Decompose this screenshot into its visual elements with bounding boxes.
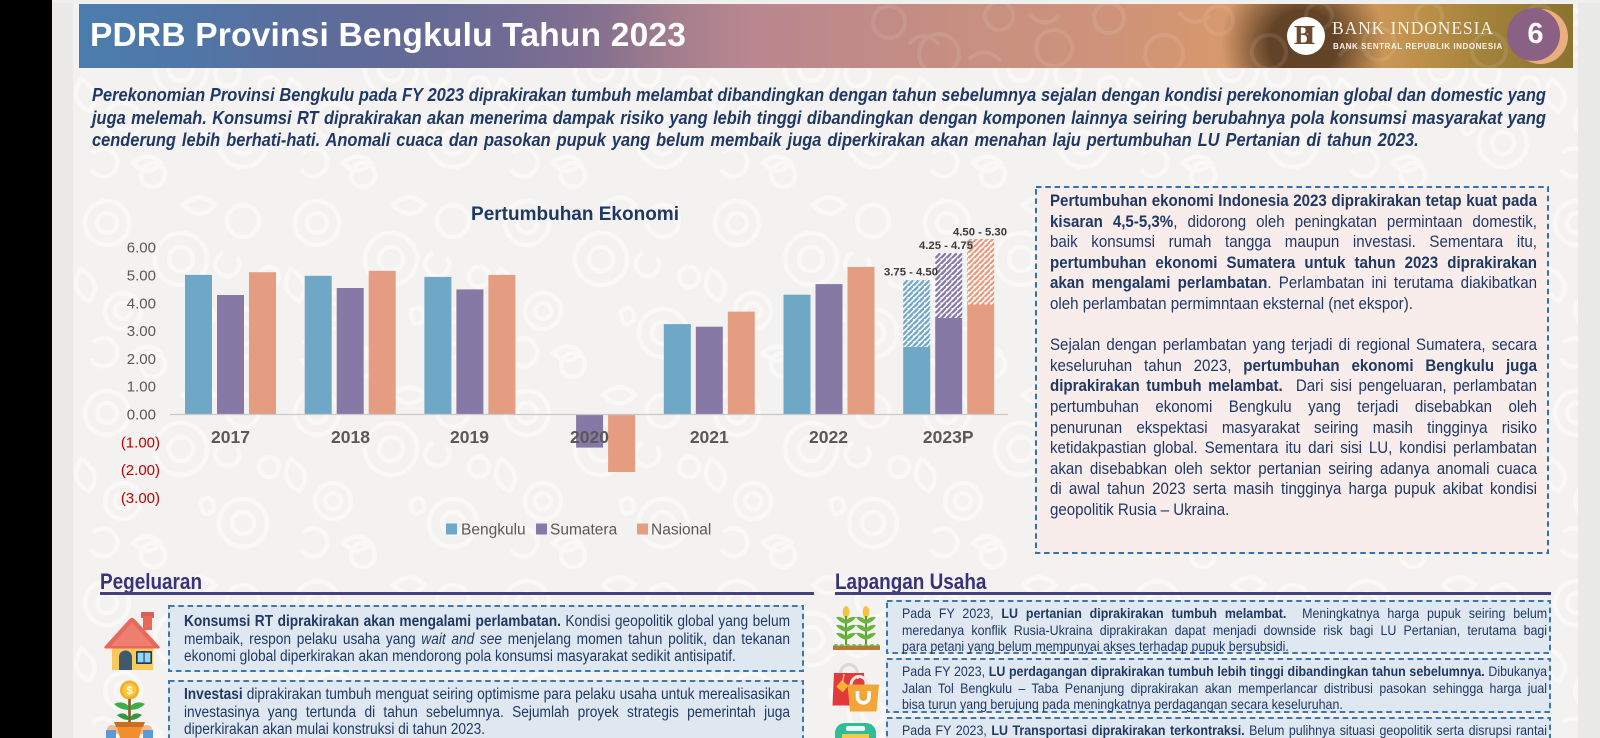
svg-text:5.00: 5.00 (127, 268, 156, 285)
svg-text:3.75 - 4.50: 3.75 - 4.50 (884, 267, 938, 279)
svg-text:(1.00): (1.00) (121, 434, 160, 451)
svg-text:4.50 - 5.30: 4.50 - 5.30 (953, 227, 1007, 239)
svg-text:(3.00): (3.00) (121, 490, 160, 507)
svg-text:2018: 2018 (331, 427, 370, 447)
svg-text:(2.00): (2.00) (121, 462, 160, 479)
svg-text:3.00: 3.00 (127, 323, 156, 340)
svg-text:2020: 2020 (570, 427, 609, 447)
svg-text:$: $ (126, 685, 132, 697)
svg-text:Bengkulu: Bengkulu (461, 522, 526, 539)
svg-text:0.00: 0.00 (127, 407, 156, 424)
svg-text:4.00: 4.00 (127, 295, 156, 312)
svg-text:2017: 2017 (211, 427, 250, 447)
svg-text:2023P: 2023P (923, 427, 974, 447)
svg-text:1.00: 1.00 (127, 379, 156, 396)
svg-text:4.25 - 4.75: 4.25 - 4.75 (919, 240, 973, 252)
svg-text:Nasional: Nasional (651, 522, 711, 539)
svg-text:2.00: 2.00 (127, 351, 156, 368)
svg-text:2019: 2019 (450, 427, 489, 447)
svg-text:6.00: 6.00 (127, 240, 156, 257)
svg-text:Sumatera: Sumatera (550, 522, 618, 539)
svg-text:2022: 2022 (809, 427, 848, 447)
svg-text:2021: 2021 (690, 427, 729, 447)
